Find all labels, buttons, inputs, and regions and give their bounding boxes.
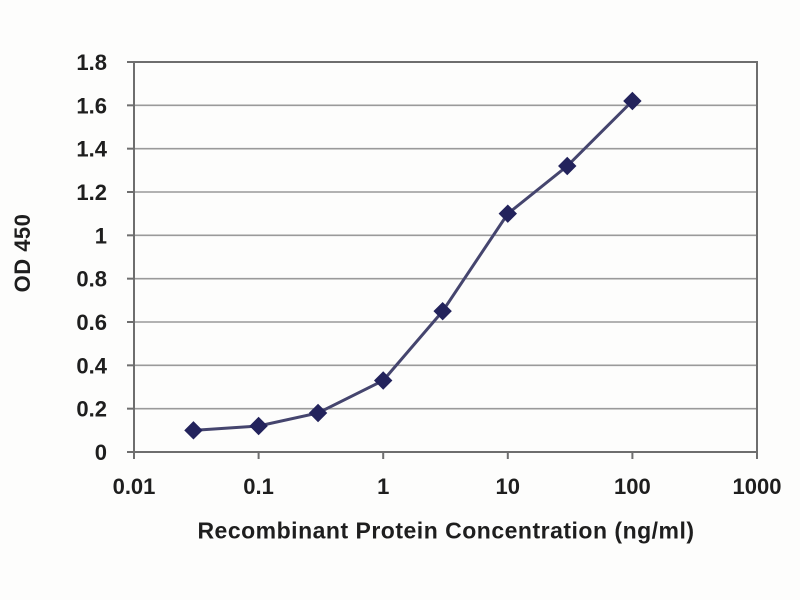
y-tick-label: 0.8 bbox=[76, 267, 107, 292]
data-point-marker bbox=[308, 403, 328, 423]
series-line bbox=[193, 99, 634, 432]
plot-frame bbox=[133, 61, 758, 453]
data-point-marker bbox=[498, 204, 518, 223]
x-tick-label: 1 bbox=[377, 474, 389, 499]
data-point-marker bbox=[433, 301, 452, 321]
data-point-marker bbox=[623, 91, 642, 111]
y-tick-label: 1 bbox=[95, 223, 107, 248]
data-point-marker bbox=[558, 156, 577, 176]
x-tick-label: 0.01 bbox=[113, 474, 156, 499]
x-axis-title: Recombinant Protein Concentration (ng/ml… bbox=[197, 517, 695, 544]
y-tick-label: 1.4 bbox=[76, 137, 107, 162]
data-point-marker bbox=[373, 371, 393, 390]
y-tick-label: 0 bbox=[95, 440, 107, 465]
x-tick-label: 0.1 bbox=[243, 474, 274, 499]
x-tick-label: 1000 bbox=[733, 474, 782, 499]
y-tick-label: 0.6 bbox=[76, 310, 107, 335]
x-tick-label: 10 bbox=[496, 474, 520, 499]
y-tick-label: 0.2 bbox=[76, 397, 107, 422]
data-point-marker bbox=[184, 421, 203, 440]
y-axis-title: OD 450 bbox=[10, 213, 35, 293]
y-tick-label: 1.8 bbox=[76, 50, 107, 75]
data-point-marker bbox=[249, 416, 268, 436]
y-tick-label: 1.2 bbox=[76, 180, 107, 205]
x-tick-label: 100 bbox=[614, 474, 651, 499]
y-tick-label: 0.4 bbox=[76, 353, 107, 378]
y-tick-label: 1.6 bbox=[76, 93, 107, 118]
